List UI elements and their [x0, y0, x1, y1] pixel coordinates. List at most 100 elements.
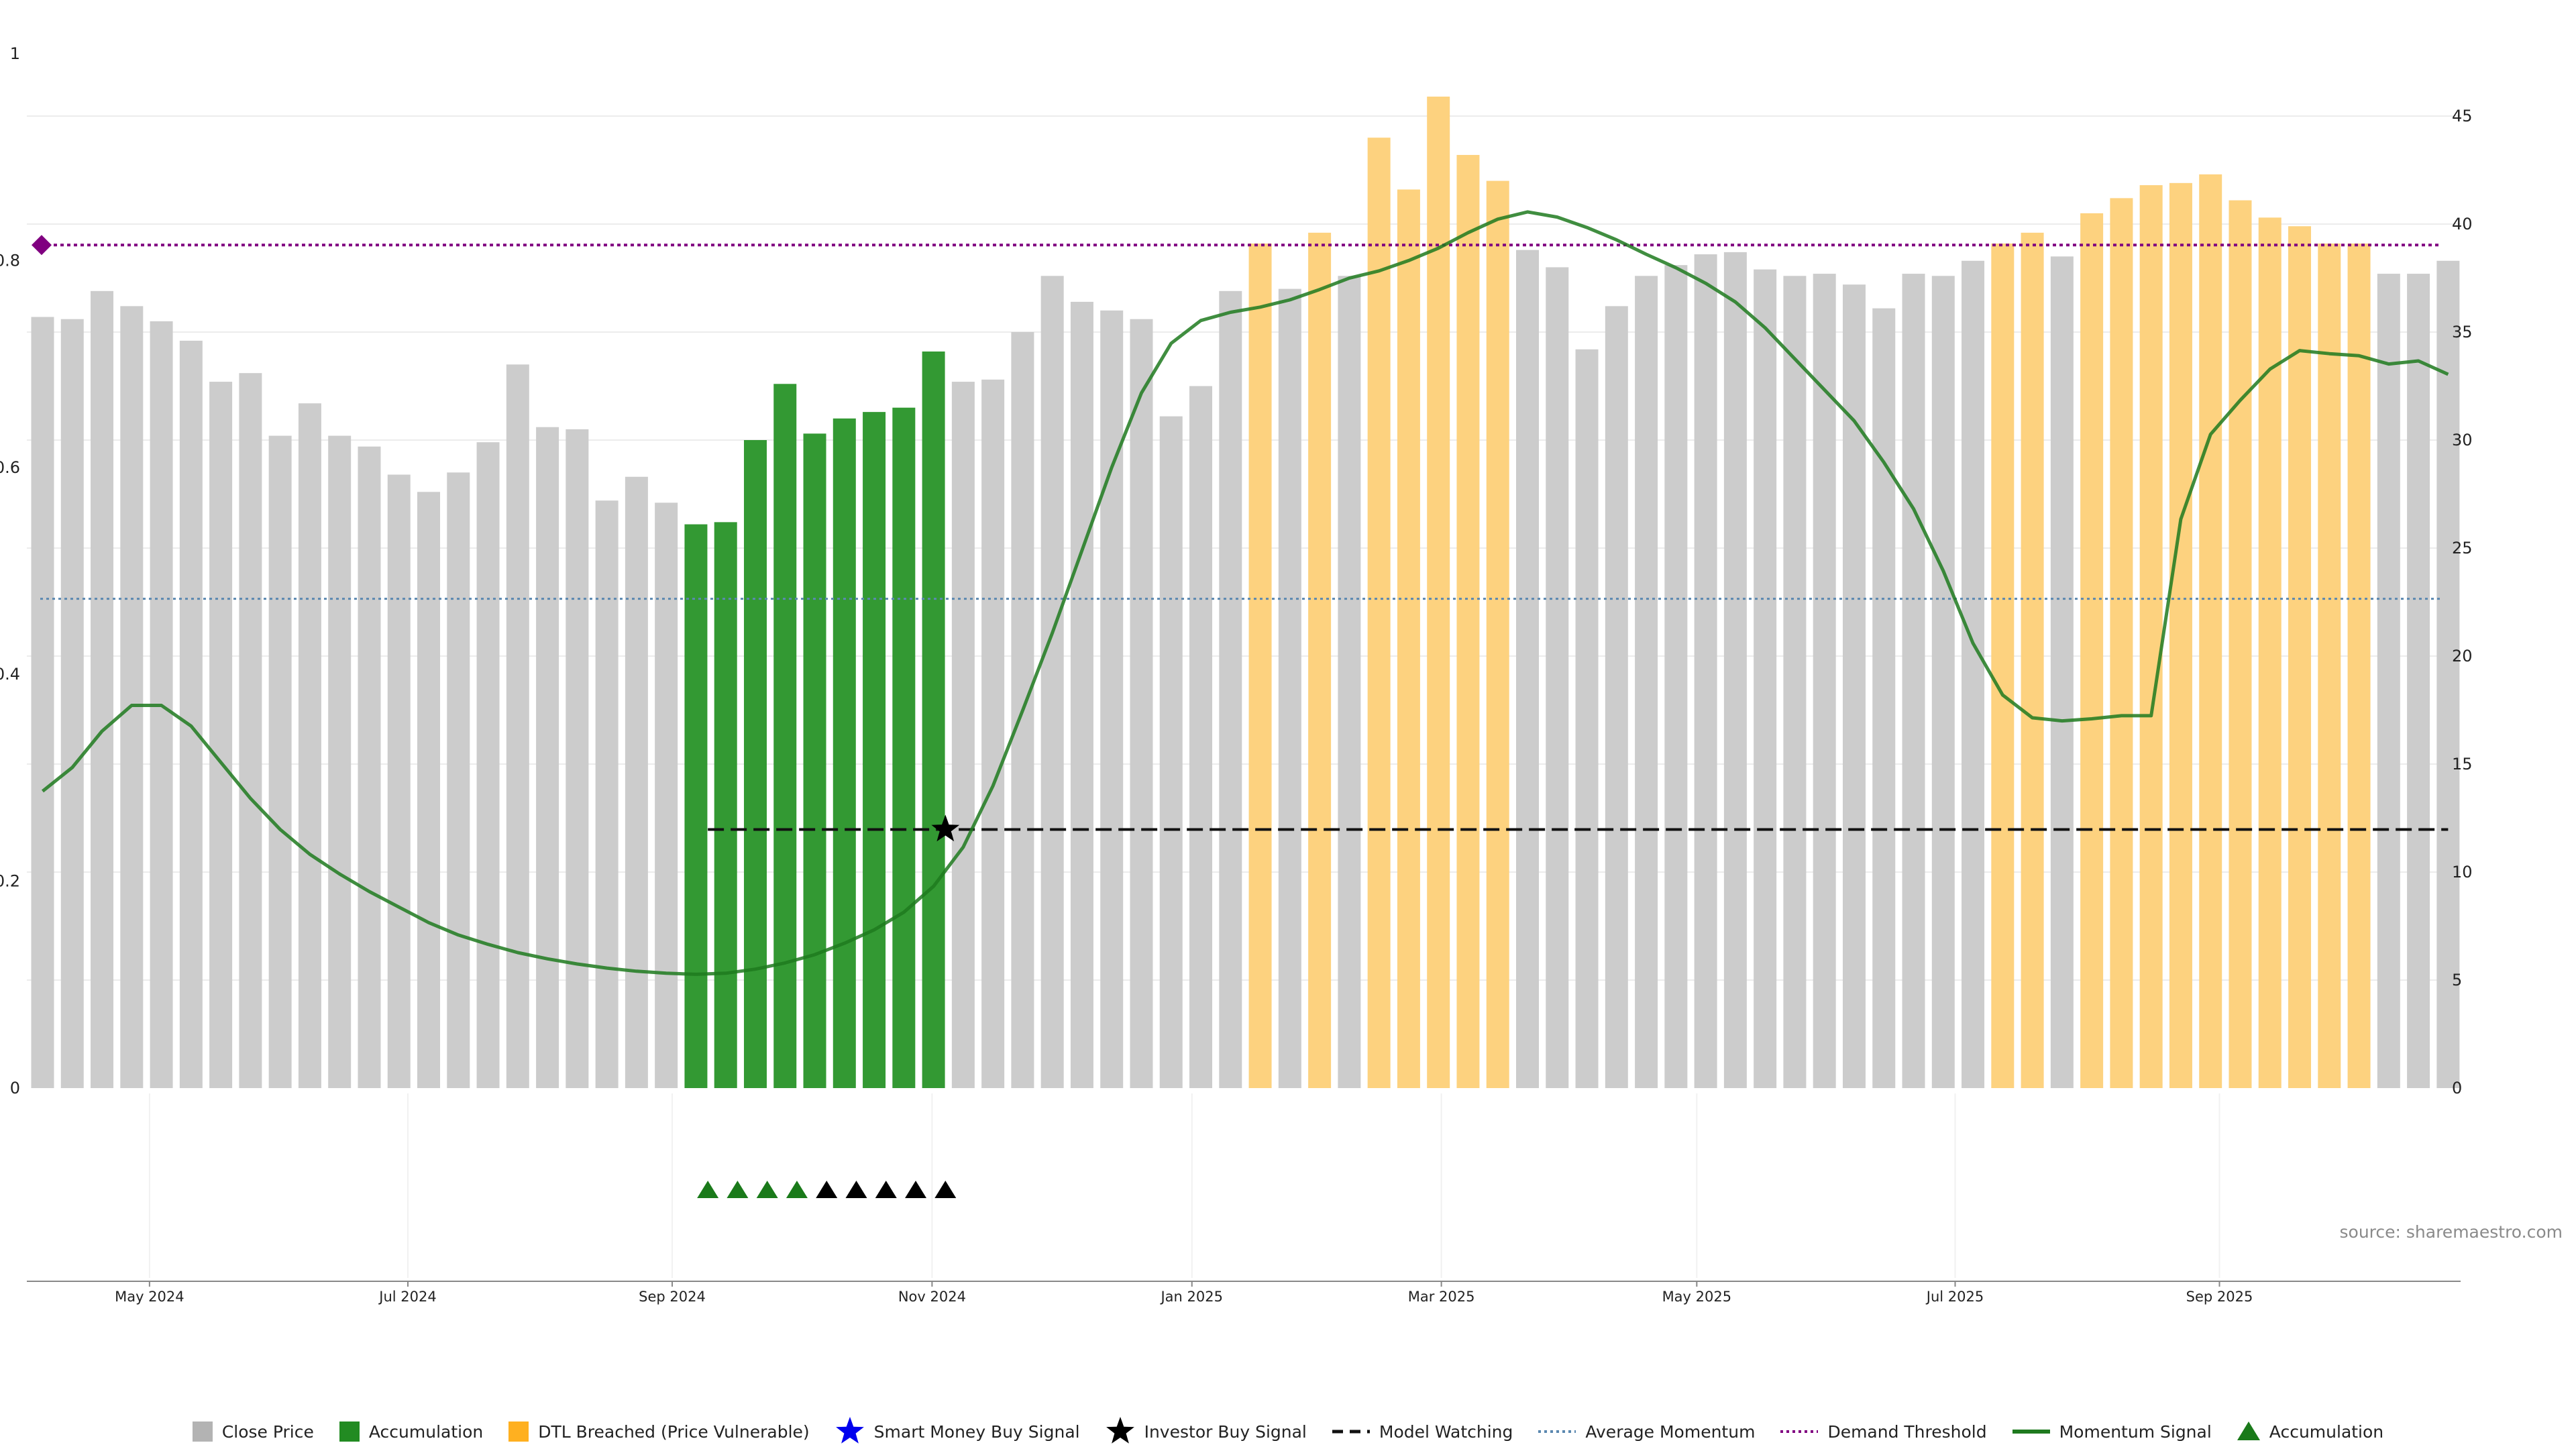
bar-close	[1635, 276, 1658, 1088]
bar-dtl	[1991, 243, 2015, 1089]
bar-dtl	[1308, 232, 1332, 1088]
momentum-axis-tick: 0	[10, 1079, 20, 1097]
bar-close	[328, 435, 352, 1088]
momentum-axis-tick: 0.4	[0, 665, 20, 684]
bar-close	[1694, 254, 1717, 1089]
bar-close	[1842, 284, 1866, 1088]
bar-close	[387, 474, 411, 1088]
bar-close	[1931, 276, 1955, 1088]
bar-close	[655, 502, 678, 1088]
x-axis-tick: Nov 2024	[898, 1289, 966, 1305]
legend: Close Price Accumulation DTL Breached (Pri…	[0, 1417, 2576, 1446]
legend-label: Investor Buy Signal	[1144, 1421, 1307, 1442]
momentum-axis-tick: 1	[10, 44, 20, 63]
bar-close	[1189, 386, 1213, 1088]
legend-symbol-star-icon	[835, 1417, 864, 1444]
legend-label: Accumulation	[368, 1421, 484, 1442]
x-axis-tick: May 2024	[115, 1289, 184, 1305]
legend-symbol-triangle-icon	[2237, 1421, 2260, 1440]
x-axis-tick: Sep 2024	[639, 1289, 706, 1305]
bar-close	[179, 340, 203, 1088]
legend-item-close: Close Price	[192, 1421, 314, 1442]
bar-accumulation	[803, 433, 826, 1088]
price-axis-tick: 35	[2452, 323, 2473, 341]
bar-close	[120, 306, 144, 1088]
price-axis-tick: 0	[2452, 1079, 2462, 1097]
price-axis-tick: 20	[2452, 647, 2473, 665]
bar-dtl	[1427, 97, 1450, 1088]
x-axis-tick: Jul 2025	[1925, 1289, 1984, 1305]
price-axis-tick: 30	[2452, 431, 2473, 449]
price-axis-tick: 5	[2452, 971, 2462, 989]
legend-star	[1106, 1417, 1134, 1444]
investor-buy-marker	[816, 1181, 838, 1198]
bars-layer	[31, 97, 2460, 1089]
legend-star	[835, 1417, 864, 1444]
bar-dtl	[1248, 243, 1272, 1089]
bar-close	[298, 403, 321, 1088]
momentum-signal-line	[41, 210, 2449, 976]
legend-square	[192, 1421, 213, 1442]
bar-close	[595, 500, 619, 1088]
x-axis-tick: May 2025	[1662, 1289, 1732, 1305]
bar-close	[536, 427, 559, 1088]
bar-close	[447, 472, 470, 1088]
price-axis-tick: 45	[2452, 107, 2473, 125]
bar-close	[1338, 276, 1361, 1088]
bar-close	[1040, 276, 1064, 1088]
price-axis-tick: 15	[2452, 755, 2473, 773]
legend-item-momentum: Momentum Signal	[2012, 1422, 2212, 1442]
legend-symbol-dot-icon	[1538, 1430, 1576, 1433]
bar-accumulation	[922, 351, 945, 1088]
bar-close	[1754, 269, 1777, 1088]
bar-close	[566, 429, 589, 1088]
legend-item-accumulation_bar: Accumulation	[339, 1421, 483, 1442]
bar-dtl	[2080, 213, 2104, 1088]
bar-close	[1546, 267, 1569, 1088]
bar-close	[1100, 310, 1124, 1088]
bar-accumulation	[714, 522, 737, 1088]
legend-item-smart_money: Smart Money Buy Signal	[835, 1417, 1080, 1446]
bar-close	[2050, 256, 2074, 1088]
accumulation-marker	[786, 1181, 808, 1198]
bar-close	[1575, 349, 1599, 1088]
legend-label: Momentum Signal	[2059, 1421, 2212, 1442]
bar-close	[1723, 252, 1747, 1088]
bar-close	[1813, 274, 1836, 1088]
momentum-axis-tick: 0.6	[0, 458, 20, 477]
momentum-axis-tick: 0.8	[0, 251, 20, 270]
investor-buy-marker	[845, 1181, 867, 1198]
bar-close	[1962, 260, 1985, 1088]
legend-label: Average Momentum	[1585, 1421, 1756, 1442]
bar-close	[1902, 274, 1925, 1088]
legend-symbol-line-icon	[2012, 1430, 2050, 1434]
bar-close	[2407, 274, 2430, 1088]
legend-symbol-star-icon	[1106, 1417, 1134, 1444]
markers-layer	[697, 814, 960, 1198]
bar-close	[1159, 416, 1183, 1088]
price-axis-tick: 10	[2452, 863, 2473, 881]
lines-layer	[32, 210, 2449, 976]
bar-close	[209, 382, 233, 1088]
investor-buy-star	[931, 814, 960, 842]
bar-dtl	[2021, 232, 2044, 1088]
investor-buy-marker	[875, 1181, 897, 1198]
bar-close	[1130, 319, 1153, 1089]
legend-label: Model Watching	[1379, 1421, 1513, 1442]
bar-close	[625, 476, 648, 1088]
legend-symbol-square-icon	[192, 1421, 213, 1442]
bar-dtl	[1456, 154, 1480, 1089]
legend-triangle	[2237, 1421, 2260, 1440]
bar-close	[1278, 288, 1301, 1089]
legend-symbol-square-icon	[339, 1421, 360, 1442]
legend-item-average: Average Momentum	[1538, 1422, 1755, 1442]
accumulation-marker	[697, 1181, 719, 1198]
bar-close	[981, 379, 1005, 1088]
bar-dtl	[2258, 217, 2282, 1089]
accumulation-marker	[727, 1181, 749, 1198]
bar-dtl	[2229, 200, 2252, 1089]
bar-accumulation	[892, 407, 916, 1088]
bar-close	[476, 442, 500, 1088]
legend-item-dtl: DTL Breached (Price Vulnerable)	[508, 1421, 810, 1442]
